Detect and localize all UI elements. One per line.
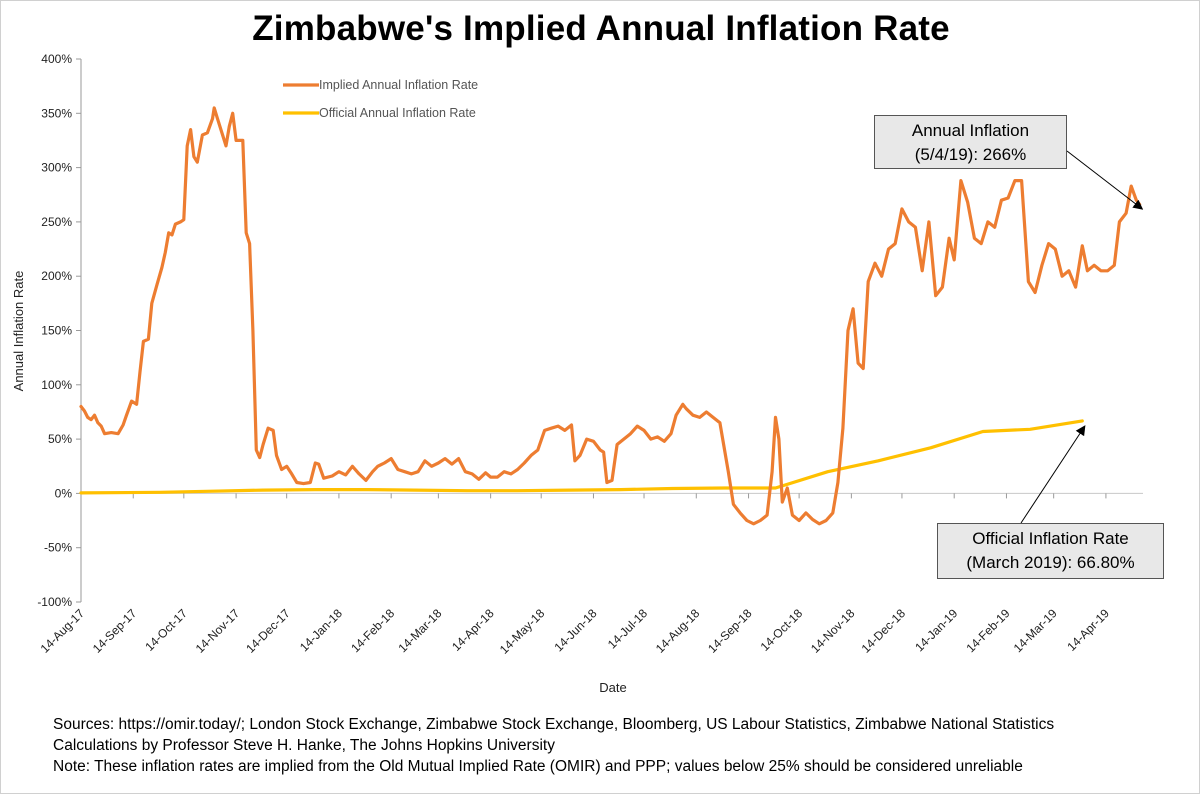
y-tick-label: 400% (41, 52, 72, 66)
y-tick-label: 200% (41, 269, 72, 283)
x-axis-title: Date (599, 680, 626, 695)
x-tick-label: 14-Apr-18 (449, 606, 497, 654)
x-tick-label: 14-Nov-17 (193, 606, 243, 656)
x-tick-label: 14-Sep-17 (90, 606, 140, 656)
x-tick-label: 14-Jun-18 (551, 606, 599, 654)
note-line: Note: These inflation rates are implied … (53, 758, 1023, 775)
official-inflation-callout-line1: Official Inflation Rate (972, 529, 1129, 548)
x-tick-label: 14-Dec-17 (243, 606, 293, 656)
x-tick-label: 14-Sep-18 (705, 606, 755, 656)
x-tick-label: 14-Dec-18 (859, 606, 909, 656)
x-tick-label: 14-Apr-19 (1064, 606, 1112, 654)
official-inflation-series-line (79, 419, 1084, 495)
x-tick-label: 14-Aug-17 (38, 606, 88, 656)
official-inflation-arrow (1020, 425, 1086, 524)
official-inflation-callout-line2: (March 2019): 66.80% (966, 553, 1135, 572)
y-tick-label: 150% (41, 324, 72, 338)
y-tick-label: 250% (41, 215, 72, 229)
x-tick-label: 14-Feb-18 (348, 606, 397, 655)
y-tick-label: 100% (41, 378, 72, 392)
y-tick-label: -100% (37, 595, 72, 609)
calculations-line: Calculations by Professor Steve H. Hanke… (53, 737, 555, 754)
x-tick-label: 14-May-18 (497, 606, 548, 657)
sources-line: Sources: https://omir.today/; London Sto… (53, 716, 1055, 733)
x-tick-label: 14-Oct-17 (142, 606, 190, 654)
official-inflation-callout: Official Inflation Rate (March 2019): 66… (937, 523, 1164, 579)
legend-entry: Official Annual Inflation Rate (319, 106, 476, 120)
sources-note: Sources: https://omir.today/; London Sto… (53, 714, 1054, 777)
y-tick-label: 0% (55, 486, 73, 500)
y-tick-label: 300% (41, 161, 72, 175)
x-tick-label: 14-Nov-18 (808, 606, 858, 656)
x-tick-label: 14-Mar-19 (1011, 606, 1060, 655)
chart-title: Zimbabwe's Implied Annual Inflation Rate (252, 9, 950, 48)
annual-inflation-callout: Annual Inflation (5/4/19): 266% (874, 115, 1067, 169)
y-tick-label: 350% (41, 106, 72, 120)
x-tick-label: 14-Mar-18 (395, 606, 444, 655)
x-tick-label: 14-Oct-18 (758, 606, 806, 654)
x-tick-label: 14-Aug-18 (653, 606, 703, 656)
annual-inflation-callout-line1: Annual Inflation (911, 121, 1030, 140)
annual-inflation-callout-line2: (5/4/19): 266% (914, 145, 1027, 164)
legend-entry: Implied Annual Inflation Rate (319, 78, 478, 92)
x-tick-label: 14-Jan-19 (912, 606, 960, 654)
x-tick-label: 14-Jan-18 (297, 606, 345, 654)
x-tick-label: 14-Jul-18 (605, 606, 651, 652)
x-tick-label: 14-Feb-19 (964, 606, 1013, 655)
y-tick-label: 50% (48, 432, 72, 446)
y-tick-label: -50% (44, 541, 72, 555)
implied-inflation-series-line (79, 106, 1142, 526)
y-axis-title: Annual Inflation Rate (11, 271, 26, 392)
annual-inflation-arrow (1066, 150, 1144, 210)
